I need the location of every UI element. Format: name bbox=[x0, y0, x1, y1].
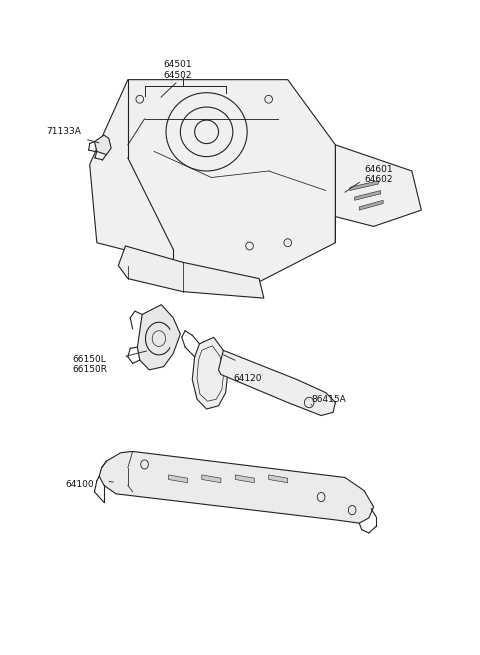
Polygon shape bbox=[336, 145, 421, 243]
Polygon shape bbox=[235, 475, 254, 483]
Polygon shape bbox=[168, 475, 188, 483]
Text: 86415A: 86415A bbox=[311, 395, 346, 403]
Polygon shape bbox=[95, 135, 111, 155]
Polygon shape bbox=[99, 451, 373, 523]
Text: 64501
64502: 64501 64502 bbox=[164, 60, 192, 79]
Polygon shape bbox=[192, 337, 228, 409]
Polygon shape bbox=[202, 475, 221, 483]
Polygon shape bbox=[355, 191, 381, 200]
Polygon shape bbox=[90, 80, 336, 282]
Text: 64601
64602: 64601 64602 bbox=[364, 164, 393, 184]
Text: 71133A: 71133A bbox=[46, 127, 81, 136]
Polygon shape bbox=[118, 246, 264, 298]
Polygon shape bbox=[269, 475, 288, 483]
Polygon shape bbox=[350, 181, 378, 191]
Polygon shape bbox=[360, 200, 383, 210]
Polygon shape bbox=[218, 350, 336, 415]
Polygon shape bbox=[137, 305, 180, 370]
Text: 66150L
66150R: 66150L 66150R bbox=[72, 355, 107, 375]
Text: 64100: 64100 bbox=[66, 479, 95, 489]
Text: 64120: 64120 bbox=[233, 374, 262, 383]
